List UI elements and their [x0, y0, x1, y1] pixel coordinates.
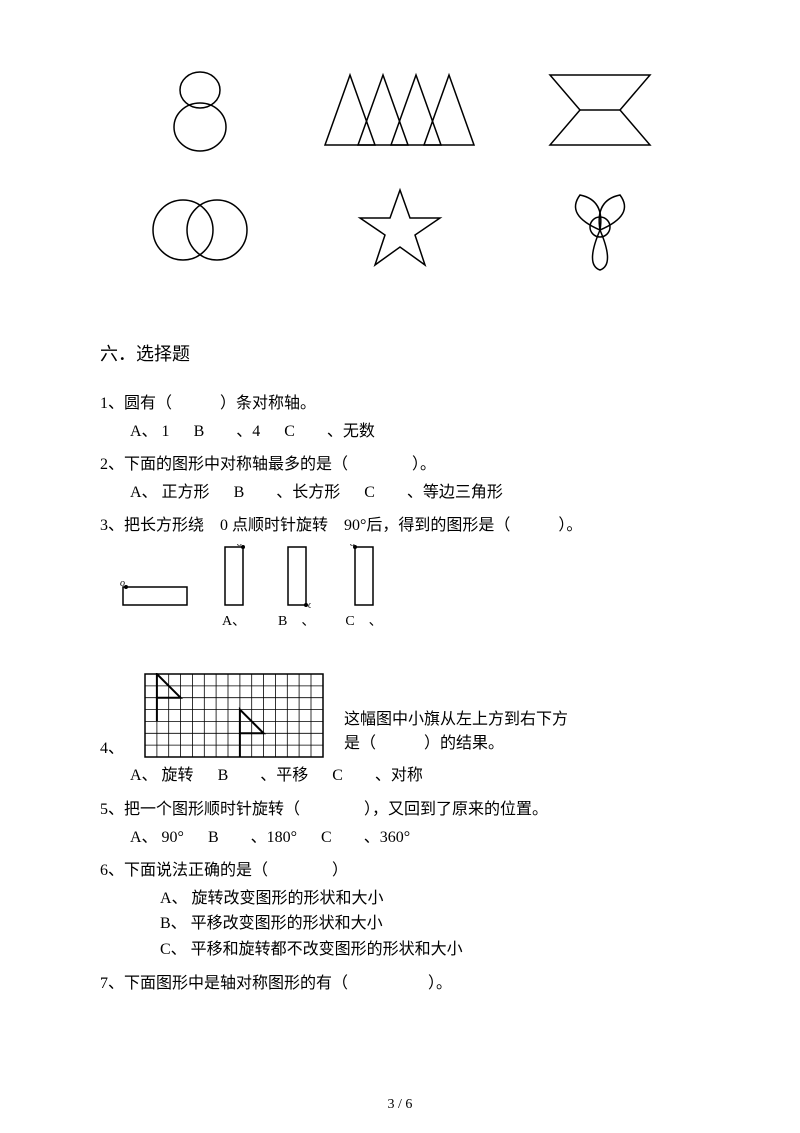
q3-fig-original: o	[120, 581, 190, 633]
q2-opt-b: B 、长方形	[234, 480, 341, 506]
q6-opt-c: C、 平移和旋转都不改变图形的形状和大小	[100, 937, 700, 963]
q5-opt-b: B 、180°	[208, 825, 297, 851]
question-7: 7、下面图形中是轴对称图形的有（ ）。	[100, 971, 700, 997]
question-4-opts: A、 旋转 B 、平移 C 、对称	[100, 763, 700, 789]
q2-options: A、 正方形 B 、长方形 C 、等边三角形	[100, 480, 700, 506]
q3-fig-a: o A、	[220, 544, 248, 633]
q5-options: A、 90° B 、180° C 、360°	[100, 825, 700, 851]
q3-figures: o o A、 o B 、 o C	[100, 544, 700, 633]
q4-opt-a: A、 旋转	[130, 763, 194, 789]
question-2: 2、下面的图形中对称轴最多的是（ ）。 A、 正方形 B 、长方形 C 、等边三…	[100, 452, 700, 505]
q4-num: 4、	[100, 734, 124, 758]
q3-text: 3、把长方形绕 0 点顺时针旋转 90°后，得到的图形是（ ）。	[100, 513, 700, 539]
q4-text: 这幅图中小旗从左上方到右下方 是（ ）的结果。	[344, 705, 568, 758]
q1-opt-a: A、 1	[130, 419, 170, 445]
shape-star	[320, 180, 480, 280]
q3-fig-c: o C 、	[345, 544, 382, 633]
q1-options: A、 1 B 、4 C 、无数	[100, 419, 700, 445]
shape-two-circles	[120, 180, 280, 280]
section-title: 六．选择题	[100, 340, 700, 366]
question-4-row: 4、 这幅图中小旗从左上方到右下方 是（ ）的结果。	[100, 673, 700, 758]
question-3: 3、把长方形绕 0 点顺时针旋转 90°后，得到的图形是（ ）。 o o A、 …	[100, 513, 700, 633]
q6-opt-a: A、 旋转改变图形的形状和大小	[100, 886, 700, 912]
q1-opt-c: C 、无数	[284, 419, 375, 445]
q4-opt-c: C 、对称	[332, 763, 423, 789]
shape-trefoil	[520, 180, 680, 280]
q6-opt-b: B、 平移改变图形的形状和大小	[100, 911, 700, 937]
q4-opt-b: B 、平移	[218, 763, 309, 789]
q2-opt-c: C 、等边三角形	[364, 480, 503, 506]
svg-text:o: o	[237, 544, 242, 549]
q7-text: 7、下面图形中是轴对称图形的有（ ）。	[100, 971, 700, 997]
q2-text: 2、下面的图形中对称轴最多的是（ ）。	[100, 452, 700, 478]
q3-label-b: B 、	[278, 611, 315, 633]
q4-line2: 是（ ）的结果。	[344, 729, 568, 753]
q1-text: 1、圆有（ ）条对称轴。	[100, 391, 700, 417]
page-number: 3 / 6	[0, 1097, 800, 1113]
svg-text:o: o	[120, 581, 125, 589]
question-6: 6、下面说法正确的是（ ） A、 旋转改变图形的形状和大小 B、 平移改变图形的…	[100, 858, 700, 962]
q4-grid-figure	[144, 673, 324, 758]
q3-label-a: A、	[222, 611, 246, 633]
q2-opt-a: A、 正方形	[130, 480, 210, 506]
question-1: 1、圆有（ ）条对称轴。 A、 1 B 、4 C 、无数	[100, 391, 700, 444]
q4-line1: 这幅图中小旗从左上方到右下方	[344, 705, 568, 729]
shape-figure8	[120, 60, 280, 160]
shapes-grid	[100, 60, 700, 280]
q1-opt-b: B 、4	[194, 419, 261, 445]
svg-text:o: o	[350, 544, 355, 549]
q5-text: 5、把一个图形顺时针旋转（ ），又回到了原来的位置。	[100, 797, 700, 823]
svg-text:o: o	[308, 600, 311, 609]
q6-text: 6、下面说法正确的是（ ）	[100, 858, 700, 884]
shape-triangles	[320, 60, 480, 160]
q3-fig-b: o B 、	[278, 544, 315, 633]
q5-opt-a: A、 90°	[130, 825, 184, 851]
question-5: 5、把一个图形顺时针旋转（ ），又回到了原来的位置。 A、 90° B 、180…	[100, 797, 700, 850]
shape-bowtie	[520, 60, 680, 160]
q5-opt-c: C 、360°	[321, 825, 410, 851]
q3-label-c: C 、	[345, 611, 382, 633]
